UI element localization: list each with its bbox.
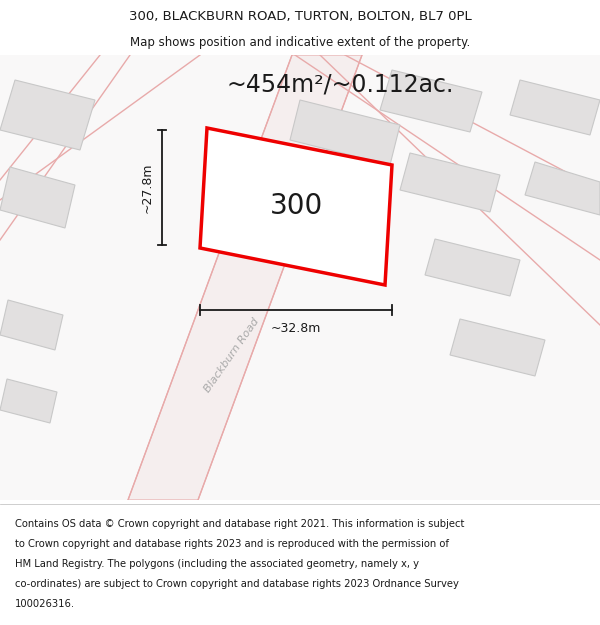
Text: Blackburn Road: Blackburn Road — [203, 316, 262, 394]
Polygon shape — [128, 55, 362, 500]
Text: to Crown copyright and database rights 2023 and is reproduced with the permissio: to Crown copyright and database rights 2… — [15, 539, 449, 549]
Polygon shape — [380, 70, 482, 132]
Polygon shape — [510, 80, 600, 135]
Polygon shape — [0, 167, 75, 228]
Text: 100026316.: 100026316. — [15, 599, 75, 609]
Polygon shape — [400, 153, 500, 212]
Text: Contains OS data © Crown copyright and database right 2021. This information is : Contains OS data © Crown copyright and d… — [15, 519, 464, 529]
Polygon shape — [0, 80, 95, 150]
Polygon shape — [265, 145, 382, 215]
Polygon shape — [0, 300, 63, 350]
Polygon shape — [525, 162, 600, 215]
Polygon shape — [425, 239, 520, 296]
Text: ~454m²/~0.112ac.: ~454m²/~0.112ac. — [226, 73, 454, 97]
Polygon shape — [450, 319, 545, 376]
Text: Map shows position and indicative extent of the property.: Map shows position and indicative extent… — [130, 36, 470, 49]
Text: ~32.8m: ~32.8m — [271, 322, 321, 335]
Text: 300, BLACKBURN ROAD, TURTON, BOLTON, BL7 0PL: 300, BLACKBURN ROAD, TURTON, BOLTON, BL7… — [128, 10, 472, 23]
Text: 300: 300 — [269, 192, 323, 221]
Polygon shape — [0, 379, 57, 423]
Text: ~27.8m: ~27.8m — [141, 162, 154, 212]
Polygon shape — [200, 128, 392, 285]
Polygon shape — [290, 100, 400, 165]
Text: HM Land Registry. The polygons (including the associated geometry, namely x, y: HM Land Registry. The polygons (includin… — [15, 559, 419, 569]
Text: co-ordinates) are subject to Crown copyright and database rights 2023 Ordnance S: co-ordinates) are subject to Crown copyr… — [15, 579, 459, 589]
